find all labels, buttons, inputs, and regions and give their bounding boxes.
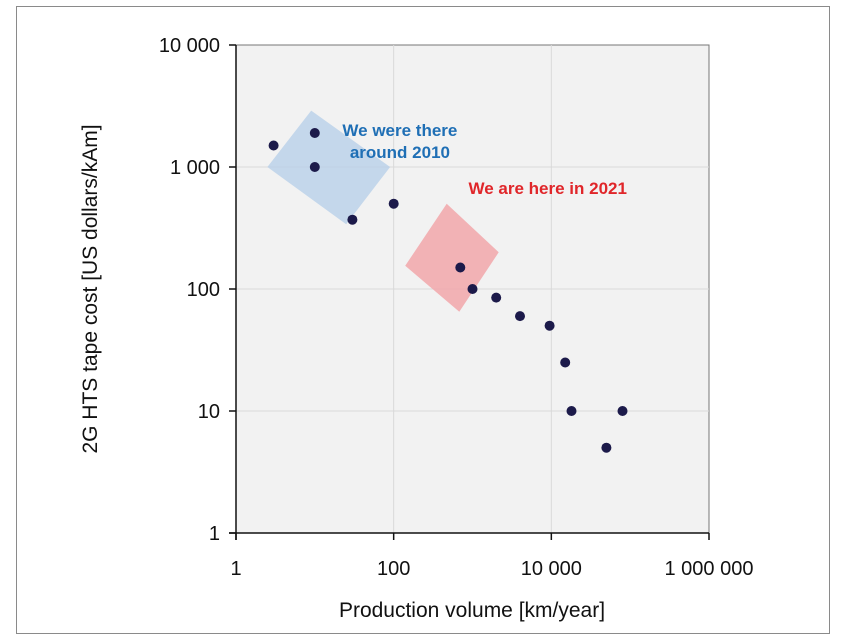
data-point bbox=[560, 357, 571, 368]
y-tick-label: 1 bbox=[209, 523, 220, 545]
data-points bbox=[268, 128, 628, 453]
highlight-regions bbox=[267, 110, 499, 312]
axes bbox=[229, 44, 710, 540]
annotation-line: We are here in 2021 bbox=[468, 179, 626, 198]
x-tick-label: 1 bbox=[230, 558, 241, 580]
data-point bbox=[617, 406, 628, 416]
y-tick-label: 10 bbox=[198, 401, 220, 423]
annotation-line: We were there bbox=[342, 121, 457, 140]
y-tick-label: 100 bbox=[187, 279, 220, 301]
y-tick-labels: 1 10 100 1 000 10 000 bbox=[159, 35, 220, 545]
data-point bbox=[491, 292, 502, 303]
annotation-2: We are here in 2021 bbox=[468, 179, 626, 198]
x-tick-label: 100 bbox=[377, 558, 410, 580]
data-point bbox=[515, 311, 525, 322]
annotation-1: We were there around 2010 bbox=[342, 121, 457, 162]
data-point bbox=[309, 128, 320, 138]
annotation-line: around 2010 bbox=[350, 143, 450, 162]
data-point bbox=[601, 442, 612, 453]
data-point bbox=[347, 214, 358, 225]
y-tick-label: 10 000 bbox=[159, 35, 220, 57]
y-axis-title: 2G HTS tape cost [US dollars/kAm] bbox=[79, 124, 102, 453]
data-point bbox=[467, 284, 478, 294]
data-point bbox=[309, 162, 320, 172]
data-point bbox=[455, 262, 466, 273]
x-tick-labels: 1 100 10 000 1 000 000 bbox=[230, 558, 753, 580]
highlight-region-2 bbox=[405, 203, 499, 312]
highlight-region-1 bbox=[267, 110, 391, 225]
x-axis-title: Production volume [km/year] bbox=[339, 599, 605, 622]
y-tick-label: 1 000 bbox=[170, 157, 220, 179]
x-tick-label: 1 000 000 bbox=[665, 558, 754, 580]
data-point bbox=[566, 406, 577, 416]
x-tick-label: 10 000 bbox=[521, 558, 582, 580]
data-point bbox=[388, 198, 399, 209]
data-point bbox=[268, 140, 279, 151]
annotations: We were there around 2010 We are here in 2… bbox=[342, 121, 627, 198]
data-point bbox=[544, 320, 555, 331]
